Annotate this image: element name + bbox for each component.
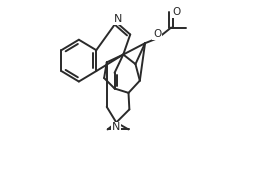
Text: N: N	[114, 14, 122, 24]
Text: N: N	[112, 122, 121, 132]
Text: O: O	[172, 7, 180, 17]
Text: O: O	[153, 30, 161, 39]
